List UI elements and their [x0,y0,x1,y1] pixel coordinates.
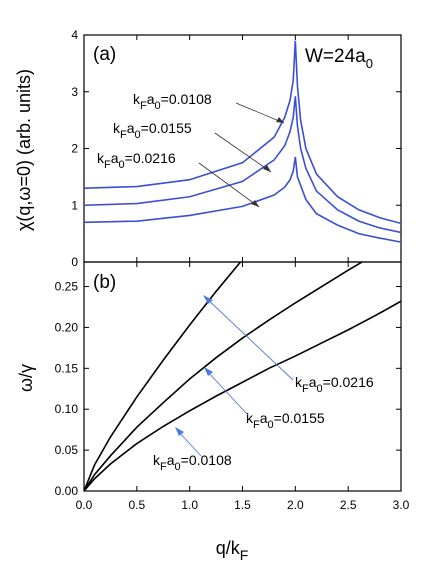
arrowhead-b-0155 [204,367,213,376]
panel-b-series [84,262,401,491]
y-tick-label-a: 2 [71,142,78,156]
panel-a-label: (a) [93,44,116,65]
width-annotation-sub: 0 [366,56,373,71]
series-label-a-0155: kFa0=0.0155 [113,120,192,141]
series-line-b-2 [84,300,401,491]
y-axis-title-a: χ(q,ω=0) (arb. units) [14,69,34,231]
arrowhead-a-0216 [251,200,259,207]
panel-a-series [84,40,401,243]
series-label-b-0108: kFa0=0.0108 [153,452,232,473]
x-tick-label: 1.5 [234,498,251,512]
series-line-b-1 [84,262,364,491]
y-tick-label-b: 0.15 [55,361,79,375]
pointer-b-0155 [205,369,249,416]
y-tick-label-a: 0 [71,255,78,269]
panel-a-axes: 0 1 2 3 4 [71,28,402,269]
series-line-a-1 [84,96,401,234]
series-label-b-0216: kFa0=0.0216 [295,374,374,395]
panel-b-label: (b) [93,272,116,293]
arrowhead-a-0108 [276,117,284,123]
pointer-a-0108 [235,102,285,124]
pointer-a-0216 [198,162,260,208]
arrowhead-a-0155 [263,165,271,172]
y-tick-label-b: 0.10 [55,402,79,416]
series-label-a-0216: kFa0=0.0216 [97,150,176,171]
series-label-b-0155: kFa0=0.0155 [246,410,325,431]
y-tick-label-a: 3 [71,85,78,99]
arrowhead-b-0108 [175,427,184,436]
x-axis-title: q/kF [216,538,249,563]
pointer-a-0155 [214,132,272,173]
panel-a-frame [83,34,402,263]
x-tick-label: 2.0 [287,498,304,512]
arrowhead-b-0216 [203,295,213,304]
width-annotation: W=24a0 [305,46,373,71]
panel-b-axes: 0.00 0.05 0.10 0.15 0.20 0.25 0.0 0.5 1.0 1.5 2.0 2… [55,262,410,512]
y-tick-label-a: 4 [71,28,78,42]
x-tick-label: 2.5 [340,498,357,512]
series-label-a-0108: kFa0=0.0108 [133,91,212,112]
x-tick-label: 1.0 [181,498,198,512]
series-line-b-0 [84,262,242,491]
y-tick-label-a: 1 [71,198,78,212]
x-tick-label: 3.0 [393,498,410,512]
x-tick-label: 0.0 [76,498,93,512]
x-tick-label: 0.5 [128,498,145,512]
y-tick-label-b: 0.25 [55,280,79,294]
series-line-a-0 [84,40,401,225]
series-line-a-2 [84,156,401,243]
width-annotation-main: W=24a [305,46,366,67]
y-axis-title-b: ω/γ [16,364,36,392]
y-tick-label-b: 0.20 [55,320,79,334]
pointer-b-0216 [204,296,294,381]
y-tick-label-b: 0.05 [55,443,79,457]
y-tick-label-b: 0.00 [55,484,79,498]
